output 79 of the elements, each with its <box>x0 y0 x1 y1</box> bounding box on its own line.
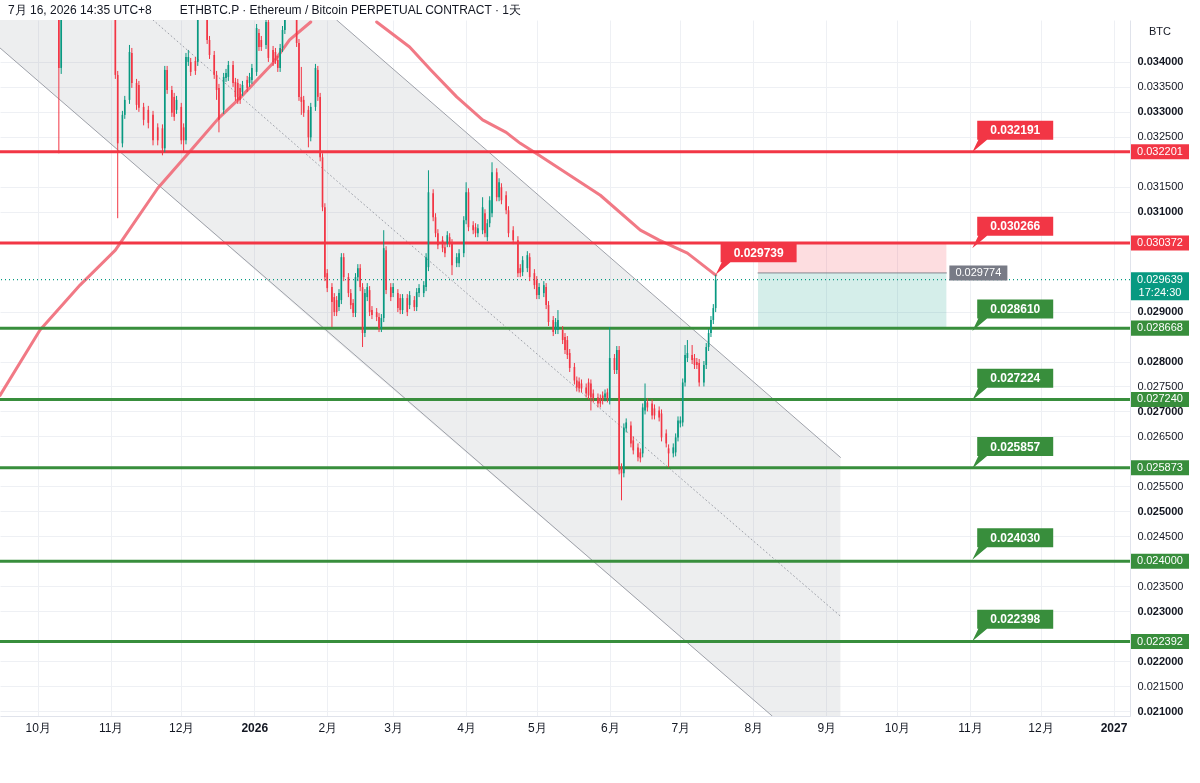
y-tick-label: 0.021000 <box>1137 704 1184 717</box>
x-tick-label: 2026 <box>241 720 269 735</box>
y-tick-label: 0.027500 <box>1137 379 1184 392</box>
y-tick-label: 0.034000 <box>1137 55 1184 68</box>
data-label: 0.029774 <box>955 265 1002 278</box>
y-tick-label: 0.029000 <box>1137 305 1184 318</box>
candlestick <box>147 105 150 129</box>
x-tick-label: 11月 <box>958 720 983 735</box>
candlestick <box>698 358 701 387</box>
y-tick-label: 0.028000 <box>1137 355 1184 368</box>
candlestick <box>185 52 187 145</box>
annotation: 17:24:30 <box>1138 285 1182 298</box>
annotation: 0.025857 <box>990 439 1041 454</box>
ref-line-label: 0.028668 <box>1137 321 1183 334</box>
y-tick-label: 0.023000 <box>1137 604 1184 617</box>
x-tick-label: 7月 <box>671 720 691 735</box>
candlestick <box>131 47 133 89</box>
candlestick <box>538 282 540 300</box>
candlestick <box>623 422 625 478</box>
candlestick <box>342 252 345 282</box>
y-tick-label: 0.025000 <box>1137 504 1184 517</box>
ref-line-label: 0.032201 <box>1137 144 1183 157</box>
y-tick-label: 0.033000 <box>1137 105 1184 118</box>
annotation: 0.028610 <box>990 302 1041 317</box>
x-tick-label: 12月 <box>1028 720 1054 735</box>
candlestick <box>498 177 500 202</box>
y-tick-label: 0.027000 <box>1137 404 1184 417</box>
candlestick <box>691 344 693 365</box>
annotation: 0.030266 <box>990 219 1041 234</box>
annotation: 0.032191 <box>990 123 1041 138</box>
x-tick-label: 6月 <box>600 720 620 735</box>
annotation: 0.027224 <box>990 371 1041 386</box>
ref-line-label: 0.027240 <box>1137 392 1183 405</box>
y-axis-title: BTC <box>1149 25 1172 37</box>
candlestick <box>239 83 241 105</box>
text: 7月 16, 2026 14:35 UTC+8 <box>8 3 153 17</box>
x-tick-label: 10月 <box>25 720 51 735</box>
candlestick <box>392 282 394 298</box>
y-tick-label: 0.021500 <box>1137 679 1184 692</box>
y-tick-label: 0.024500 <box>1137 529 1184 542</box>
x-tick-label: 3月 <box>384 720 403 735</box>
ref-line-label: 0.024000 <box>1137 554 1183 567</box>
candlestick <box>542 280 545 298</box>
candlestick <box>156 122 159 146</box>
x-tick-label: 2027 <box>1100 720 1128 735</box>
y-tick-label: 0.025500 <box>1137 479 1184 492</box>
ref-line-label: 0.030372 <box>1137 236 1183 249</box>
x-tick-label: 4月 <box>457 720 476 735</box>
ref-line-label: 0.029639 <box>1137 272 1183 285</box>
y-tick-label: 0.026500 <box>1137 429 1184 442</box>
y-tick-label: 0.031500 <box>1137 180 1184 193</box>
y-tick-label: 0.022000 <box>1137 654 1184 667</box>
candlestick <box>397 288 399 313</box>
x-tick-label: 9月 <box>817 720 837 735</box>
ref-line-label: 0.022392 <box>1137 634 1183 647</box>
y-tick-label: 0.031000 <box>1137 205 1184 218</box>
candlestick <box>484 208 486 238</box>
y-tick-label: 0.033500 <box>1137 80 1184 93</box>
y-tick-label: 0.032500 <box>1137 130 1184 143</box>
x-tick-label: 5月 <box>527 720 547 735</box>
x-tick-label: 12月 <box>169 720 195 735</box>
x-tick-label: 10月 <box>884 720 911 735</box>
annotation: 0.022398 <box>990 612 1041 627</box>
x-tick-label: 2月 <box>318 720 338 735</box>
candlestick <box>138 80 140 113</box>
candlestick <box>331 282 333 328</box>
y-tick-label: 0.023500 <box>1137 579 1184 592</box>
x-tick-label: 8月 <box>744 720 764 735</box>
candlestick <box>166 65 168 95</box>
candlestick <box>152 110 154 146</box>
chart-title: ETHBTC.P · Ethereum / Bitcoin PERPETUAL CONTRACT · 1天 <box>179 3 521 17</box>
line-series <box>152 20 841 617</box>
candlestick <box>265 20 267 50</box>
annotation: 0.029739 <box>733 245 785 260</box>
candlestick <box>251 63 253 85</box>
x-tick-label: 11月 <box>98 720 124 735</box>
annotation: 0.024030 <box>990 530 1041 545</box>
candlestick <box>171 85 173 118</box>
ref-line-label: 0.025873 <box>1137 460 1183 473</box>
